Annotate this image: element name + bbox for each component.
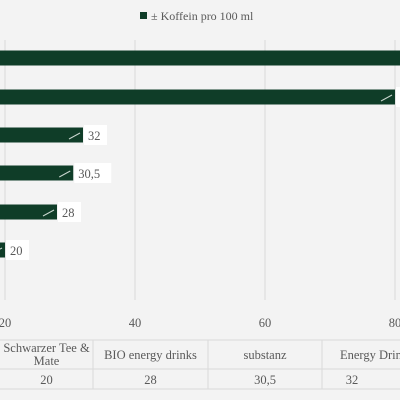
data-label-text: 28: [62, 206, 75, 220]
data-label-box: [84, 125, 107, 145]
x-tick-label: 80: [389, 316, 400, 330]
bar-tick-mark: [0, 247, 3, 250]
data-label-box: [396, 87, 400, 107]
bar: [0, 50, 400, 66]
bar: [0, 242, 5, 258]
bar: [0, 127, 83, 143]
table-value: 28: [144, 373, 157, 387]
data-label-box: [74, 163, 112, 183]
data-label: 28: [58, 202, 81, 222]
table-category: Energy Drinks: [340, 348, 400, 362]
data-label: 32: [84, 125, 107, 145]
bar-tick-mark: [59, 170, 71, 178]
data-label-text: 30,5: [78, 167, 100, 181]
bar: [0, 89, 395, 105]
data-table: Schwarzer Tee & Mate BIO energy drinks subs…: [0, 339, 400, 390]
data-label: 20: [6, 240, 29, 260]
bar-tick-mark: [42, 209, 55, 217]
table-category: BIO energy drinks: [104, 348, 197, 362]
legend-swatch: [140, 12, 147, 19]
data-label: 80: [396, 87, 400, 107]
table-value: 30,5: [254, 373, 276, 387]
x-tick-label: 20: [0, 316, 11, 330]
legend: ± Koffein pro 100 ml: [140, 9, 254, 23]
bar-tick-mark: [380, 94, 393, 102]
data-label: 30,5: [74, 163, 112, 183]
data-label-box: [58, 202, 81, 222]
table-value: 32: [346, 373, 359, 387]
data-label-box: [6, 240, 29, 260]
x-tick-label: 60: [259, 316, 272, 330]
data-label-text: 32: [88, 129, 101, 143]
table-value: 20: [40, 373, 53, 387]
data-label-text: 20: [10, 244, 23, 258]
bar-tick-mark: [68, 132, 81, 140]
table-category: substanz: [243, 348, 287, 362]
legend-label: ± Koffein pro 100 ml: [151, 9, 254, 23]
x-tick-label: 40: [129, 316, 142, 330]
bar: [0, 165, 74, 181]
bar: [0, 204, 57, 220]
table-category: Schwarzer Tee & Mate: [3, 341, 90, 368]
